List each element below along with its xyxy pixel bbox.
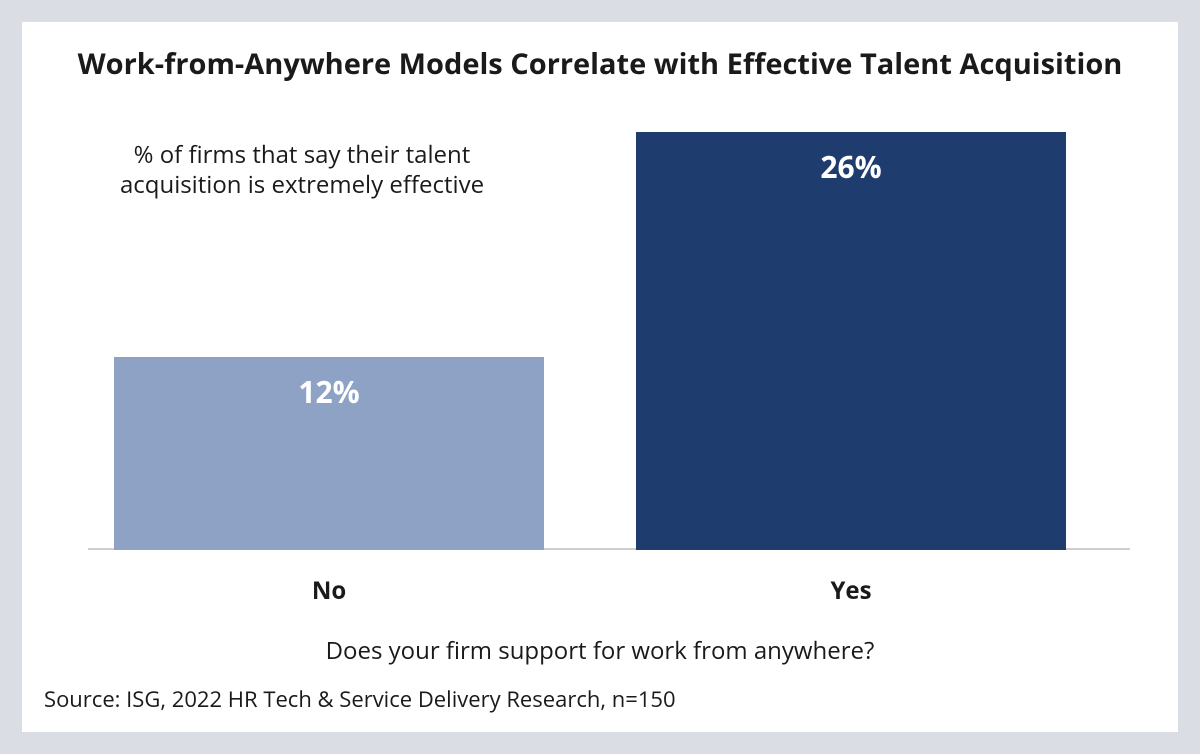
bar-value-label: 26% — [636, 146, 1066, 187]
chart-plot-area: 12%No26%Yes — [88, 132, 1130, 550]
category-label-no: No — [114, 574, 544, 607]
bar-value-label: 12% — [114, 371, 544, 412]
chart-title: Work-from-Anywhere Models Correlate with… — [22, 44, 1178, 83]
x-axis-title: Does your firm support for work from any… — [22, 634, 1178, 667]
bar-no: 12% — [114, 357, 544, 550]
bar-yes: 26% — [636, 132, 1066, 550]
category-label-yes: Yes — [636, 574, 1066, 607]
chart-card: Work-from-Anywhere Models Correlate with… — [22, 22, 1178, 732]
chart-source: Source: ISG, 2022 HR Tech & Service Deli… — [44, 684, 676, 714]
